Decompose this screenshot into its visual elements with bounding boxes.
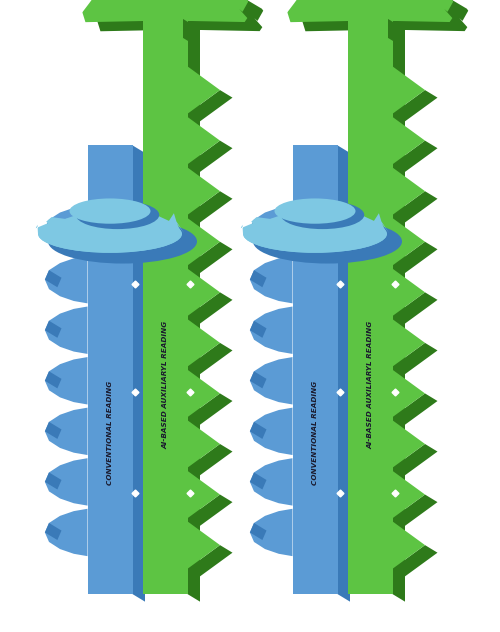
Polygon shape: [250, 321, 266, 337]
Polygon shape: [45, 205, 88, 253]
Polygon shape: [188, 319, 220, 367]
Polygon shape: [45, 256, 88, 303]
Polygon shape: [188, 343, 232, 374]
Polygon shape: [132, 145, 145, 602]
Polygon shape: [392, 167, 425, 215]
Text: CONVENTIONAL READING: CONVENTIONAL READING: [107, 380, 113, 485]
Polygon shape: [250, 509, 292, 556]
Polygon shape: [250, 205, 292, 253]
Polygon shape: [188, 19, 200, 602]
Polygon shape: [45, 220, 62, 237]
Polygon shape: [392, 521, 425, 569]
Polygon shape: [188, 292, 232, 324]
Polygon shape: [338, 145, 350, 602]
Polygon shape: [388, 19, 400, 46]
Polygon shape: [392, 218, 425, 265]
Polygon shape: [45, 509, 88, 556]
Polygon shape: [45, 523, 62, 540]
Polygon shape: [250, 422, 266, 439]
Polygon shape: [188, 117, 220, 164]
Polygon shape: [147, 19, 183, 38]
Polygon shape: [392, 420, 425, 468]
Ellipse shape: [243, 215, 387, 253]
Polygon shape: [188, 218, 220, 265]
Polygon shape: [250, 220, 266, 237]
Polygon shape: [352, 19, 388, 38]
Polygon shape: [142, 19, 188, 594]
Polygon shape: [188, 393, 232, 425]
Text: AI-BASED AUXILIARYL READING: AI-BASED AUXILIARYL READING: [162, 320, 168, 449]
Polygon shape: [188, 141, 232, 172]
Polygon shape: [188, 191, 232, 222]
Polygon shape: [392, 191, 438, 222]
Polygon shape: [36, 207, 184, 253]
Polygon shape: [188, 167, 220, 215]
Polygon shape: [45, 422, 62, 439]
Text: AI-BASED AUXILIARYL READING: AI-BASED AUXILIARYL READING: [367, 320, 373, 449]
Ellipse shape: [48, 219, 197, 264]
Polygon shape: [188, 90, 232, 121]
Ellipse shape: [70, 198, 150, 224]
Polygon shape: [392, 66, 425, 114]
Polygon shape: [45, 372, 62, 388]
Polygon shape: [392, 117, 425, 164]
Polygon shape: [45, 458, 88, 506]
Polygon shape: [392, 292, 438, 324]
Polygon shape: [183, 19, 196, 46]
Polygon shape: [250, 357, 292, 404]
Polygon shape: [288, 0, 453, 22]
Polygon shape: [188, 444, 232, 475]
Polygon shape: [188, 521, 220, 569]
Polygon shape: [188, 494, 232, 526]
Polygon shape: [188, 471, 220, 518]
Polygon shape: [45, 321, 62, 337]
Polygon shape: [188, 269, 220, 316]
Polygon shape: [392, 141, 438, 172]
Polygon shape: [392, 319, 425, 367]
Ellipse shape: [38, 215, 182, 253]
Polygon shape: [392, 471, 425, 518]
Polygon shape: [250, 256, 292, 303]
Ellipse shape: [274, 198, 355, 224]
Polygon shape: [348, 19, 393, 594]
Polygon shape: [392, 343, 438, 374]
Polygon shape: [250, 473, 266, 489]
Polygon shape: [188, 545, 232, 576]
Polygon shape: [188, 66, 220, 114]
Polygon shape: [250, 523, 266, 540]
Polygon shape: [392, 269, 425, 316]
Polygon shape: [392, 545, 438, 576]
Polygon shape: [45, 357, 88, 404]
Polygon shape: [250, 372, 266, 388]
Polygon shape: [392, 370, 425, 417]
Polygon shape: [392, 444, 438, 475]
Polygon shape: [188, 420, 220, 468]
Polygon shape: [45, 270, 62, 287]
Polygon shape: [250, 408, 292, 455]
Polygon shape: [392, 393, 438, 425]
Ellipse shape: [253, 219, 402, 264]
Polygon shape: [392, 242, 438, 273]
Polygon shape: [292, 145, 338, 594]
Polygon shape: [45, 307, 88, 354]
Polygon shape: [82, 0, 248, 22]
Polygon shape: [250, 270, 266, 287]
Polygon shape: [188, 242, 232, 273]
Ellipse shape: [281, 201, 364, 229]
Polygon shape: [241, 207, 389, 253]
Text: CONVENTIONAL READING: CONVENTIONAL READING: [312, 380, 318, 485]
Ellipse shape: [76, 201, 159, 229]
Polygon shape: [88, 145, 132, 594]
Polygon shape: [45, 473, 62, 489]
Polygon shape: [250, 458, 292, 506]
Polygon shape: [188, 370, 220, 417]
Polygon shape: [392, 90, 438, 121]
Polygon shape: [392, 494, 438, 526]
Polygon shape: [392, 19, 405, 602]
Polygon shape: [250, 307, 292, 354]
Polygon shape: [45, 408, 88, 455]
Polygon shape: [98, 0, 263, 31]
Polygon shape: [302, 0, 468, 31]
